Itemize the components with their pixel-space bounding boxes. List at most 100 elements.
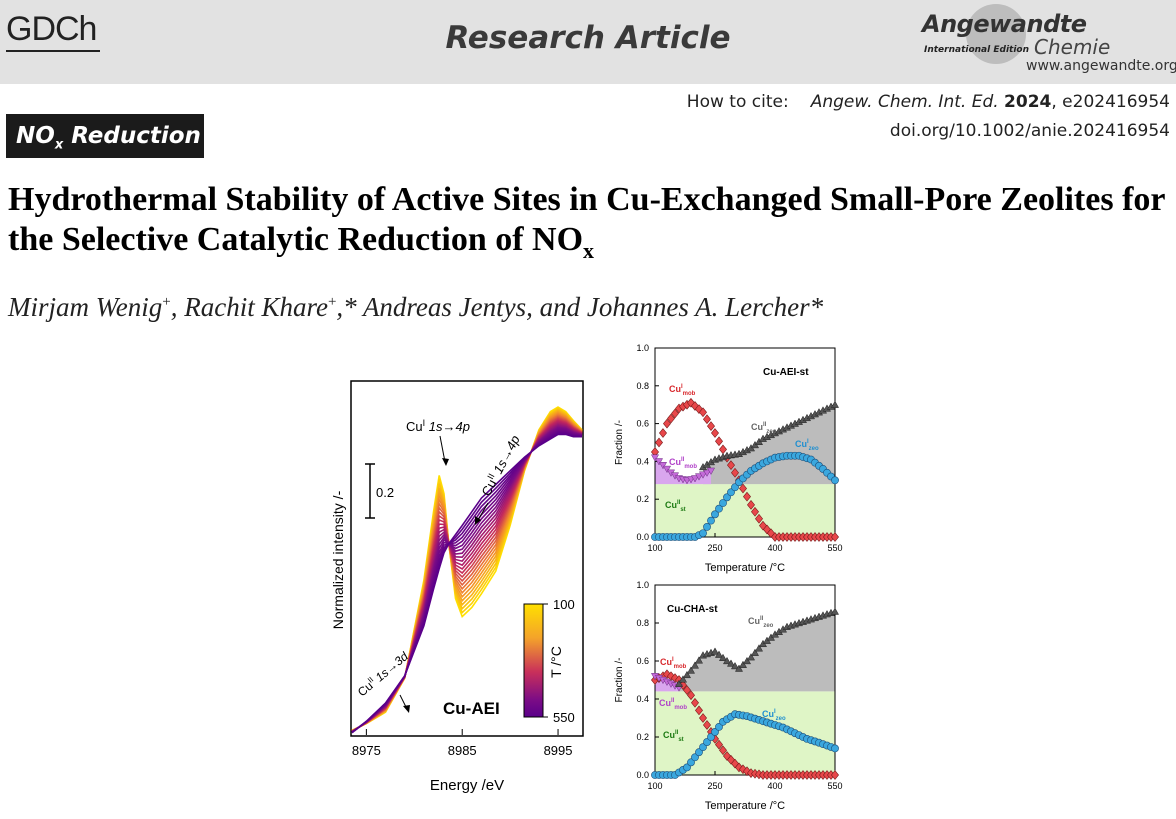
data-point [822, 404, 832, 412]
data-point [759, 459, 767, 468]
angewandte-logo-circle [966, 4, 1026, 64]
data-point [739, 711, 747, 720]
data-point [807, 532, 815, 542]
arrowhead-icon [442, 458, 449, 466]
data-point [818, 611, 828, 619]
data-point [739, 764, 747, 775]
data-point [658, 462, 668, 470]
data-point [747, 713, 755, 722]
data-point [706, 467, 716, 475]
citation-doi[interactable]: doi.org/10.1002/anie.202416954 [889, 121, 1170, 141]
data-point [815, 461, 823, 470]
data-point [722, 656, 732, 665]
data-point [750, 440, 760, 449]
xanes-curve [351, 406, 583, 732]
x-tick-label: 100 [647, 543, 662, 553]
data-point [775, 532, 783, 542]
data-point [682, 477, 692, 485]
data-point [807, 770, 815, 780]
data-point [795, 451, 803, 460]
x-axis-label: Temperature /°C [705, 800, 785, 812]
data-point [715, 504, 723, 513]
citation-article: , e202416954 [1051, 92, 1170, 112]
author-mark: + [327, 294, 337, 310]
data-point [667, 533, 675, 541]
data-point [826, 402, 836, 410]
data-point [715, 436, 723, 447]
cuII-st-region [655, 691, 835, 775]
journal-url[interactable]: www.angewandte.org [1026, 58, 1176, 74]
data-point [659, 671, 667, 682]
xanes-curve [351, 427, 583, 733]
data-point [811, 532, 819, 542]
label-cuII-st: CuIIst [663, 730, 684, 743]
data-point [819, 770, 827, 780]
arrowhead-icon [475, 516, 481, 525]
data-point [727, 460, 735, 471]
data-point [759, 770, 767, 780]
data-point [714, 454, 724, 462]
data-point [819, 465, 827, 473]
data-point [778, 425, 788, 433]
journal-header: GDCh Research Article Angewandte Interna… [0, 0, 1176, 84]
data-point [659, 533, 667, 541]
data-point [822, 610, 832, 618]
data-point [707, 733, 715, 741]
data-point [791, 532, 799, 542]
author-sep: * [809, 292, 824, 322]
data-point [730, 450, 740, 458]
data-point [827, 743, 835, 751]
data-point [755, 513, 763, 524]
data-point [671, 673, 679, 683]
data-point [738, 660, 748, 668]
data-point [783, 532, 791, 542]
xanes-curve [351, 415, 583, 732]
gdch-logo: GDCh [6, 10, 97, 48]
xanes-curve [351, 425, 583, 733]
data-point [802, 616, 812, 624]
data-point [658, 676, 668, 685]
data-point [783, 451, 791, 460]
data-point [751, 768, 759, 779]
data-point [782, 622, 792, 630]
author-name: Rachit Khare [184, 292, 328, 322]
data-point [802, 413, 812, 422]
data-point [743, 712, 751, 720]
data-point [655, 533, 663, 541]
arrowhead-icon [403, 705, 410, 713]
data-point [751, 506, 759, 517]
xanes-curve [351, 408, 583, 732]
series-CuII_zeo [698, 400, 840, 471]
y-tick-label: 0.2 [636, 494, 649, 504]
data-point [678, 476, 688, 484]
xanes-curve [351, 409, 583, 732]
data-point [727, 488, 735, 497]
annotation-arrow [477, 502, 489, 521]
data-point [675, 768, 683, 777]
data-point [715, 739, 723, 750]
data-point [651, 675, 659, 685]
data-point [679, 401, 687, 412]
data-point [687, 690, 695, 701]
x-axis-label: Temperature /°C [705, 562, 785, 574]
y-tick-label: 0.0 [636, 770, 649, 780]
xanes-frame [350, 380, 584, 737]
data-point [794, 417, 804, 425]
data-point [715, 722, 723, 731]
data-point [827, 532, 835, 542]
author-sep: ,* [336, 292, 363, 322]
data-point [786, 621, 796, 629]
xanes-curve [351, 418, 583, 733]
label-cuI-mob: CuImob [669, 384, 696, 397]
y-tick-label: 0.4 [636, 456, 649, 466]
data-point [650, 454, 660, 462]
data-point [815, 770, 823, 780]
data-point [767, 528, 775, 539]
data-point [762, 432, 772, 440]
data-point [798, 617, 808, 625]
data-point [799, 770, 807, 780]
author-mark: + [162, 294, 171, 310]
cuII-zeo-region [679, 611, 835, 692]
xanes-curve [351, 412, 583, 732]
data-point [806, 615, 816, 623]
